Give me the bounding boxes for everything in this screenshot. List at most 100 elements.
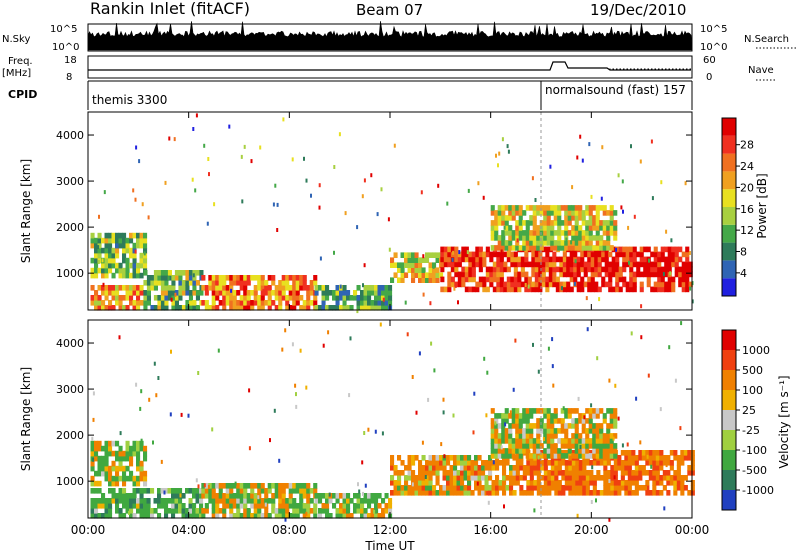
range-cell — [125, 450, 130, 457]
range-cell — [589, 450, 594, 456]
range-cell — [178, 285, 183, 291]
range-cell — [585, 225, 590, 231]
range-cell — [631, 475, 636, 481]
range-cell — [418, 272, 423, 278]
range-cell — [553, 408, 558, 414]
range-cell — [588, 443, 593, 449]
range-cell — [522, 418, 527, 424]
range-cell — [432, 455, 437, 461]
range-cell — [471, 276, 476, 283]
range-cell — [567, 215, 572, 221]
range-cell — [229, 498, 234, 504]
range-cell — [171, 300, 176, 306]
range-cell — [615, 271, 620, 278]
range-cell — [111, 285, 116, 291]
range-cell — [94, 252, 99, 259]
range-cell — [381, 290, 386, 296]
range-cell — [569, 271, 574, 278]
range-cell — [595, 433, 600, 439]
range-cell — [587, 256, 592, 263]
range-cell — [139, 465, 144, 472]
range-cell — [515, 465, 520, 471]
range-cell — [520, 266, 525, 273]
range-cell — [673, 480, 678, 486]
range-cell — [367, 295, 372, 301]
range-cell — [594, 261, 599, 268]
range-cell — [201, 285, 206, 291]
range-cell — [620, 205, 623, 210]
range-cell — [660, 256, 665, 263]
freq-unit: [MHz] — [2, 68, 31, 79]
range-cell — [684, 181, 687, 186]
range-cell — [400, 272, 405, 278]
range-cell — [617, 480, 622, 486]
range-cell — [571, 450, 576, 456]
range-cell — [620, 470, 625, 476]
range-cell — [376, 212, 379, 217]
range-cell — [679, 426, 682, 431]
range-cell — [302, 513, 307, 519]
range-cell — [150, 508, 155, 514]
range-cell — [313, 508, 318, 514]
range-cell — [554, 475, 559, 481]
range-cell — [529, 453, 534, 459]
range-cell — [567, 443, 572, 449]
range-cell — [627, 480, 632, 486]
range-cell — [414, 257, 419, 263]
range-cell — [630, 144, 632, 149]
range-cell — [571, 240, 576, 246]
range-cell — [627, 485, 632, 491]
range-cell — [143, 237, 148, 244]
range-cell — [585, 480, 590, 486]
range-cell — [560, 438, 565, 444]
range-cell — [630, 331, 633, 336]
range-cell — [111, 488, 116, 494]
range-cell — [617, 416, 620, 421]
range-cell — [538, 286, 543, 293]
range-cell — [342, 503, 347, 509]
range-cell — [561, 485, 566, 491]
range-cell — [346, 290, 351, 296]
range-cell — [524, 276, 529, 283]
range-cell — [515, 428, 520, 434]
range-cell — [97, 295, 102, 301]
range-cell — [529, 205, 534, 211]
range-cell — [274, 508, 279, 514]
range-cell — [613, 443, 618, 449]
range-cell — [529, 235, 534, 241]
range-cell — [671, 276, 676, 283]
range-cell — [543, 438, 548, 444]
range-cell — [171, 493, 176, 499]
range-cell — [414, 262, 419, 268]
range-cell — [571, 205, 576, 211]
range-cell — [553, 240, 558, 246]
range-cell — [288, 493, 293, 499]
range-cell — [564, 485, 569, 491]
range-cell — [435, 455, 440, 461]
range-cell — [622, 246, 627, 253]
range-cell — [460, 475, 465, 481]
range-cell — [204, 488, 209, 494]
range-cell — [511, 210, 516, 216]
range-cell — [646, 266, 651, 273]
range-cell — [143, 270, 148, 276]
range-cell — [569, 256, 574, 263]
range-cell — [264, 285, 269, 291]
range-cell — [94, 508, 99, 514]
range-cell — [639, 261, 644, 268]
range-cell — [557, 220, 562, 226]
range-cell — [650, 464, 653, 469]
range-cell — [557, 490, 562, 496]
range-cell — [608, 271, 613, 278]
range-cell — [136, 455, 141, 462]
range-cell — [574, 448, 579, 454]
range-cell — [325, 290, 330, 296]
range-cell — [550, 210, 555, 216]
range-cell — [342, 493, 347, 499]
range-cell — [550, 470, 555, 476]
range-cell — [504, 433, 509, 439]
range-cell — [531, 266, 536, 273]
range-cell — [680, 490, 685, 496]
range-cell — [592, 480, 597, 486]
range-cell — [532, 438, 537, 444]
